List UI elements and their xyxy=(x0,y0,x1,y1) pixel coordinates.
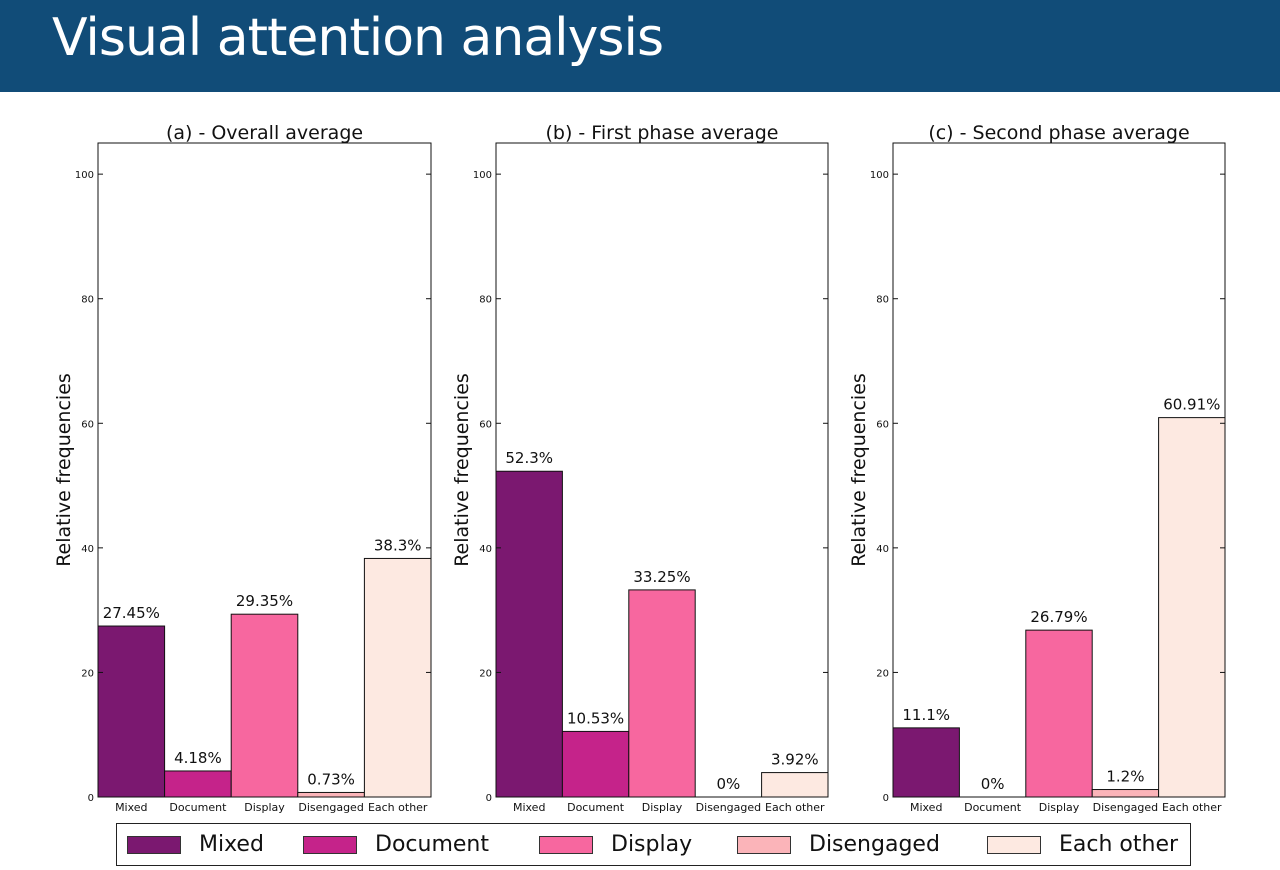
legend-item: Each other xyxy=(987,824,1178,865)
y-tick-label: 40 xyxy=(876,544,889,555)
bar-1-2 xyxy=(628,589,696,798)
data-label: 3.92% xyxy=(771,751,819,769)
data-label: 11.1% xyxy=(902,706,950,724)
y-tick-label: 40 xyxy=(479,544,492,555)
data-label: 29.35% xyxy=(236,592,293,610)
bar-1-1 xyxy=(561,730,630,798)
data-label: 38.3% xyxy=(374,536,422,554)
data-label: 10.53% xyxy=(567,709,624,727)
data-label: 0% xyxy=(981,775,1005,793)
x-tick-label: Disengaged xyxy=(696,801,761,814)
data-label: 0.73% xyxy=(307,770,355,788)
legend-item: Mixed xyxy=(127,824,264,865)
data-label: 33.25% xyxy=(633,568,690,586)
bar-0-1 xyxy=(164,770,232,798)
x-tick-label: Document xyxy=(567,801,625,814)
x-tick-label: Document xyxy=(964,801,1022,814)
x-tick-label: Each other xyxy=(368,801,428,814)
y-tick-label: 0 xyxy=(486,793,492,804)
y-tick-label: 80 xyxy=(81,295,94,306)
x-tick-label: Document xyxy=(169,801,227,814)
x-tick-label: Mixed xyxy=(910,801,942,814)
data-label: 60.91% xyxy=(1163,396,1220,414)
y-tick-label: 100 xyxy=(870,170,889,181)
y-tick-label: 20 xyxy=(479,668,492,679)
data-label: 0% xyxy=(717,775,741,793)
y-tick-label: 20 xyxy=(81,668,94,679)
legend-label: Each other xyxy=(1059,832,1179,857)
y-tick-label: 60 xyxy=(876,419,889,430)
y-axis-label: Relative frequencies xyxy=(53,373,75,567)
data-label: 4.18% xyxy=(174,749,222,767)
y-axis-label: Relative frequencies xyxy=(848,373,870,567)
y-tick-label: 40 xyxy=(81,544,94,555)
chart-title: (c) - Second phase average xyxy=(928,122,1189,144)
data-label: 27.45% xyxy=(103,604,160,622)
x-tick-label: Each other xyxy=(765,801,825,814)
plot-frame xyxy=(97,142,432,798)
x-tick-label: Mixed xyxy=(115,801,147,814)
legend-label: Mixed xyxy=(199,832,264,857)
y-tick-label: 100 xyxy=(75,170,94,181)
bar-0-3 xyxy=(297,791,365,798)
y-tick-label: 0 xyxy=(883,793,889,804)
legend-label: Disengaged xyxy=(809,832,940,857)
legend-swatch xyxy=(737,835,791,854)
bar-2-2 xyxy=(1025,629,1093,798)
x-tick-label: Each other xyxy=(1162,801,1222,814)
y-tick-label: 60 xyxy=(81,419,94,430)
legend-item: Document xyxy=(303,824,489,865)
chart-title: (a) - Overall average xyxy=(166,122,363,144)
legend-item: Display xyxy=(539,824,692,865)
y-tick-label: 20 xyxy=(876,668,889,679)
bar-2-4 xyxy=(1158,417,1226,798)
y-tick-label: 0 xyxy=(88,793,94,804)
data-label: 52.3% xyxy=(505,449,553,467)
x-tick-label: Display xyxy=(642,801,683,814)
y-axis-label: Relative frequencies xyxy=(451,373,473,567)
y-tick-label: 100 xyxy=(473,170,492,181)
bar-0-2 xyxy=(230,613,299,798)
legend-item: Disengaged xyxy=(737,824,940,865)
chart-title: (b) - First phase average xyxy=(545,122,778,144)
y-tick-label: 80 xyxy=(876,295,889,306)
bar-1-0 xyxy=(495,470,563,798)
legend-label: Display xyxy=(611,832,693,857)
chart-legend: Mixed Document Display Disengaged Each other xyxy=(116,823,1191,866)
legend-label: Document xyxy=(375,832,489,857)
y-tick-label: 80 xyxy=(479,295,492,306)
data-label: 26.79% xyxy=(1030,608,1087,626)
x-tick-label: Mixed xyxy=(513,801,545,814)
plot-frame xyxy=(495,142,829,798)
legend-swatch xyxy=(127,835,181,854)
x-tick-label: Display xyxy=(1039,801,1080,814)
x-tick-label: Disengaged xyxy=(1093,801,1158,814)
bar-2-0 xyxy=(892,727,960,798)
bar-2-3 xyxy=(1091,789,1160,798)
bar-0-4 xyxy=(363,557,432,798)
bar-0-0 xyxy=(97,625,166,798)
legend-swatch xyxy=(539,835,593,854)
legend-swatch xyxy=(987,835,1041,854)
slide-title: Visual attention analysis xyxy=(52,8,664,68)
y-tick-label: 60 xyxy=(479,419,492,430)
x-tick-label: Disengaged xyxy=(298,801,363,814)
data-label: 1.2% xyxy=(1106,768,1144,786)
bar-1-4 xyxy=(761,772,829,798)
slide-header: Visual attention analysis xyxy=(0,0,1280,92)
x-tick-label: Display xyxy=(244,801,285,814)
legend-swatch xyxy=(303,835,357,854)
plot-frame xyxy=(892,142,1226,798)
